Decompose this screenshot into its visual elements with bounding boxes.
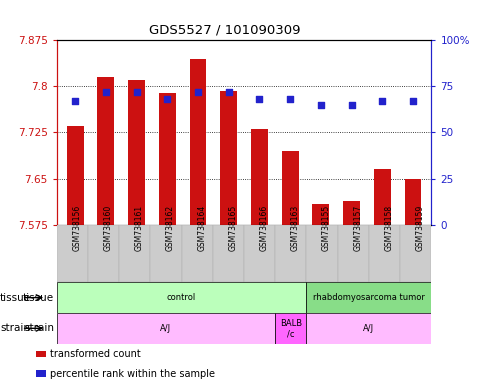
Point	[348, 102, 355, 108]
Bar	[275, 225, 307, 282]
Bar	[189, 59, 207, 225]
Text: rhabdomyosarcoma tumor: rhabdomyosarcoma tumor	[313, 293, 425, 302]
Point	[255, 96, 263, 103]
Bar	[181, 225, 213, 282]
Point	[133, 89, 141, 95]
Bar	[338, 225, 369, 282]
Bar	[251, 129, 268, 225]
Bar	[150, 225, 181, 282]
Point	[286, 96, 294, 103]
Text: GSM738162: GSM738162	[166, 204, 175, 251]
Bar	[57, 282, 307, 313]
Text: BALB
/c: BALB /c	[280, 319, 302, 338]
Text: GSM738166: GSM738166	[260, 204, 269, 251]
Bar	[374, 169, 390, 225]
Point	[317, 102, 325, 108]
Text: GSM738160: GSM738160	[104, 204, 112, 251]
Text: GSM738164: GSM738164	[197, 204, 206, 251]
Text: strain: strain	[24, 323, 54, 333]
Bar	[88, 225, 119, 282]
Text: GSM738161: GSM738161	[135, 204, 144, 251]
Bar	[343, 201, 360, 225]
Text: GSM738159: GSM738159	[416, 204, 425, 251]
Point	[378, 98, 386, 104]
Bar	[98, 77, 114, 225]
Bar	[307, 225, 338, 282]
Point	[225, 89, 233, 95]
Bar	[213, 225, 244, 282]
Point	[163, 96, 171, 103]
Bar	[220, 91, 237, 225]
Bar	[244, 225, 275, 282]
Bar	[159, 93, 176, 225]
Bar	[57, 225, 88, 282]
Text: GSM738157: GSM738157	[353, 204, 362, 251]
Text: percentile rank within the sample: percentile rank within the sample	[50, 369, 215, 379]
Text: A/J: A/J	[363, 324, 375, 333]
Text: GSM738158: GSM738158	[385, 204, 393, 251]
Bar	[307, 313, 431, 344]
Bar	[307, 282, 431, 313]
Text: GSM738163: GSM738163	[291, 204, 300, 251]
Text: GSM738165: GSM738165	[228, 204, 238, 251]
Bar	[128, 80, 145, 225]
Bar	[67, 126, 84, 225]
Bar	[36, 351, 46, 357]
Text: GDS5527 / 101090309: GDS5527 / 101090309	[148, 23, 300, 36]
Point	[409, 98, 417, 104]
Bar	[313, 204, 329, 225]
Point	[71, 98, 79, 104]
Bar	[282, 151, 299, 225]
Bar	[400, 225, 431, 282]
Text: strain: strain	[0, 323, 30, 333]
Text: GSM738156: GSM738156	[72, 204, 81, 251]
Text: tissue: tissue	[23, 293, 54, 303]
Bar	[369, 225, 400, 282]
Bar	[57, 313, 275, 344]
Point	[194, 89, 202, 95]
Bar	[119, 225, 150, 282]
Text: A/J: A/J	[160, 324, 172, 333]
Bar	[36, 370, 46, 377]
Text: transformed count: transformed count	[50, 349, 141, 359]
Text: tissue: tissue	[0, 293, 31, 303]
Bar	[404, 179, 422, 225]
Point	[102, 89, 110, 95]
Text: control: control	[167, 293, 196, 302]
Bar	[275, 313, 307, 344]
Text: GSM738155: GSM738155	[322, 204, 331, 251]
